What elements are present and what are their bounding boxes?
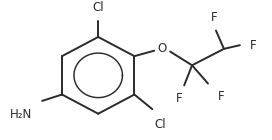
Text: F: F [176, 92, 183, 105]
Text: O: O [157, 42, 167, 55]
Text: Cl: Cl [154, 118, 166, 131]
Text: H₂N: H₂N [10, 108, 32, 121]
Text: F: F [250, 39, 256, 52]
Text: F: F [211, 11, 217, 24]
Text: F: F [218, 90, 225, 103]
Text: Cl: Cl [92, 1, 104, 14]
